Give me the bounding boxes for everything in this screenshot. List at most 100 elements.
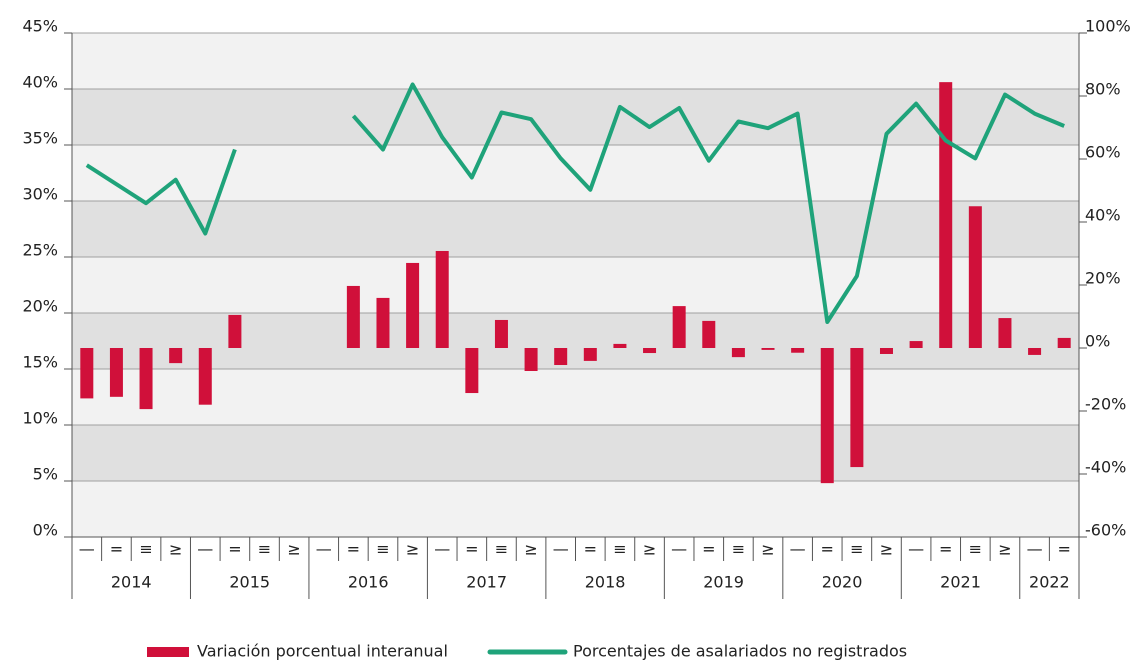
- bar: [1028, 348, 1042, 355]
- x-tick-label: —: [1027, 540, 1043, 559]
- x-tick-label: ≥: [287, 540, 300, 559]
- bar: [376, 297, 390, 348]
- legend-label: Porcentajes de asalariados no registrado…: [573, 642, 907, 661]
- x-tick-label: —: [908, 540, 924, 559]
- bar: [494, 319, 508, 348]
- y2-tick-label: 20%: [1085, 269, 1121, 288]
- y-tick-label: 45%: [22, 17, 58, 36]
- year-label: 2015: [229, 573, 270, 592]
- x-tick-label: —: [79, 540, 95, 559]
- y-tick-label: 10%: [22, 409, 58, 428]
- bar: [643, 348, 657, 354]
- legend-label: Variación porcentual interanual: [197, 642, 448, 661]
- bar: [228, 314, 242, 348]
- grid-band: [72, 89, 1079, 145]
- x-tick-label: ≡: [495, 540, 508, 559]
- y-tick-label: 25%: [22, 241, 58, 260]
- x-tick-label: —: [197, 540, 213, 559]
- bar: [198, 348, 212, 405]
- x-tick-label: —: [316, 540, 332, 559]
- y-tick-label: 30%: [22, 185, 58, 204]
- y-tick-label: 40%: [22, 73, 58, 92]
- year-label: 2018: [585, 573, 626, 592]
- bar: [554, 348, 568, 366]
- x-tick-label: =: [110, 540, 123, 559]
- bar: [909, 341, 923, 348]
- grid-band: [72, 313, 1079, 369]
- bar: [524, 348, 538, 371]
- x-tick-label: ≡: [732, 540, 745, 559]
- year-label: 2014: [111, 573, 152, 592]
- y2-tick-label: 80%: [1085, 80, 1121, 99]
- bar: [406, 262, 420, 348]
- bar: [820, 348, 834, 484]
- x-tick-label: ≥: [761, 540, 774, 559]
- bar: [435, 250, 449, 348]
- x-tick-label: ≥: [406, 540, 419, 559]
- line: [85, 82, 1065, 324]
- bar: [465, 348, 479, 394]
- y-tick-label: 15%: [22, 353, 58, 372]
- x-tick-label: ≡: [613, 540, 626, 559]
- bar: [672, 306, 686, 348]
- x-tick-label: ≥: [998, 540, 1011, 559]
- x-tick-label: ≥: [524, 540, 537, 559]
- bar: [998, 318, 1012, 348]
- bar: [346, 285, 360, 348]
- x-tick-label: =: [465, 540, 478, 559]
- x-tick-label: ≡: [139, 540, 152, 559]
- y2-tick-label: 60%: [1085, 143, 1121, 162]
- year-label: 2017: [466, 573, 507, 592]
- grid-band: [72, 425, 1079, 481]
- x-tick-label: ≥: [169, 540, 182, 559]
- y-tick-label: 35%: [22, 129, 58, 148]
- y2-tick-label: 0%: [1085, 332, 1110, 351]
- x-tick-label: —: [553, 540, 569, 559]
- x-tick-label: =: [1057, 540, 1070, 559]
- x-tick-label: =: [584, 540, 597, 559]
- x-tick-label: =: [821, 540, 834, 559]
- y2-tick-label: -60%: [1085, 521, 1126, 540]
- bar: [613, 343, 627, 348]
- bar: [731, 348, 745, 358]
- bar: [879, 348, 893, 354]
- bar: [968, 206, 982, 348]
- y2-tick-label: 40%: [1085, 206, 1121, 225]
- year-label: 2019: [703, 573, 744, 592]
- bar: [939, 82, 953, 348]
- year-label: 2016: [348, 573, 389, 592]
- y-tick-label: 20%: [22, 297, 58, 316]
- year-label: 2021: [940, 573, 981, 592]
- bar: [109, 348, 123, 397]
- x-tick-label: —: [790, 540, 806, 559]
- year-label: 2020: [822, 573, 863, 592]
- x-tick-label: =: [228, 540, 241, 559]
- y2-tick-label: 100%: [1085, 17, 1131, 36]
- y2-tick-label: -40%: [1085, 458, 1126, 477]
- x-tick-label: =: [347, 540, 360, 559]
- bar: [583, 348, 597, 361]
- grid-band: [72, 201, 1079, 257]
- bar: [1057, 337, 1071, 348]
- x-tick-label: —: [671, 540, 687, 559]
- bar: [80, 348, 94, 399]
- x-tick-label: ≥: [643, 540, 656, 559]
- legend-swatch: [147, 647, 189, 657]
- bar: [791, 348, 805, 353]
- x-tick-label: =: [939, 540, 952, 559]
- x-tick-label: =: [702, 540, 715, 559]
- y2-tick-label: -20%: [1085, 395, 1126, 414]
- bar: [139, 348, 153, 410]
- bar: [850, 348, 864, 468]
- y-tick-label: 5%: [33, 465, 58, 484]
- x-tick-label: ≥: [880, 540, 893, 559]
- x-tick-label: ≡: [969, 540, 982, 559]
- x-tick-label: —: [434, 540, 450, 559]
- y-tick-label: 0%: [33, 521, 58, 540]
- year-label: 2022: [1029, 573, 1070, 592]
- x-tick-label: ≡: [376, 540, 389, 559]
- x-tick-label: ≡: [850, 540, 863, 559]
- bar: [702, 320, 716, 348]
- bar: [169, 348, 183, 364]
